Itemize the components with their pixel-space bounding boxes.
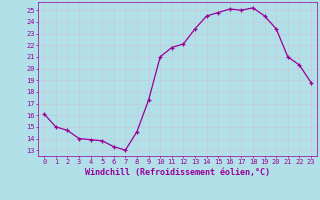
X-axis label: Windchill (Refroidissement éolien,°C): Windchill (Refroidissement éolien,°C) [85,168,270,177]
